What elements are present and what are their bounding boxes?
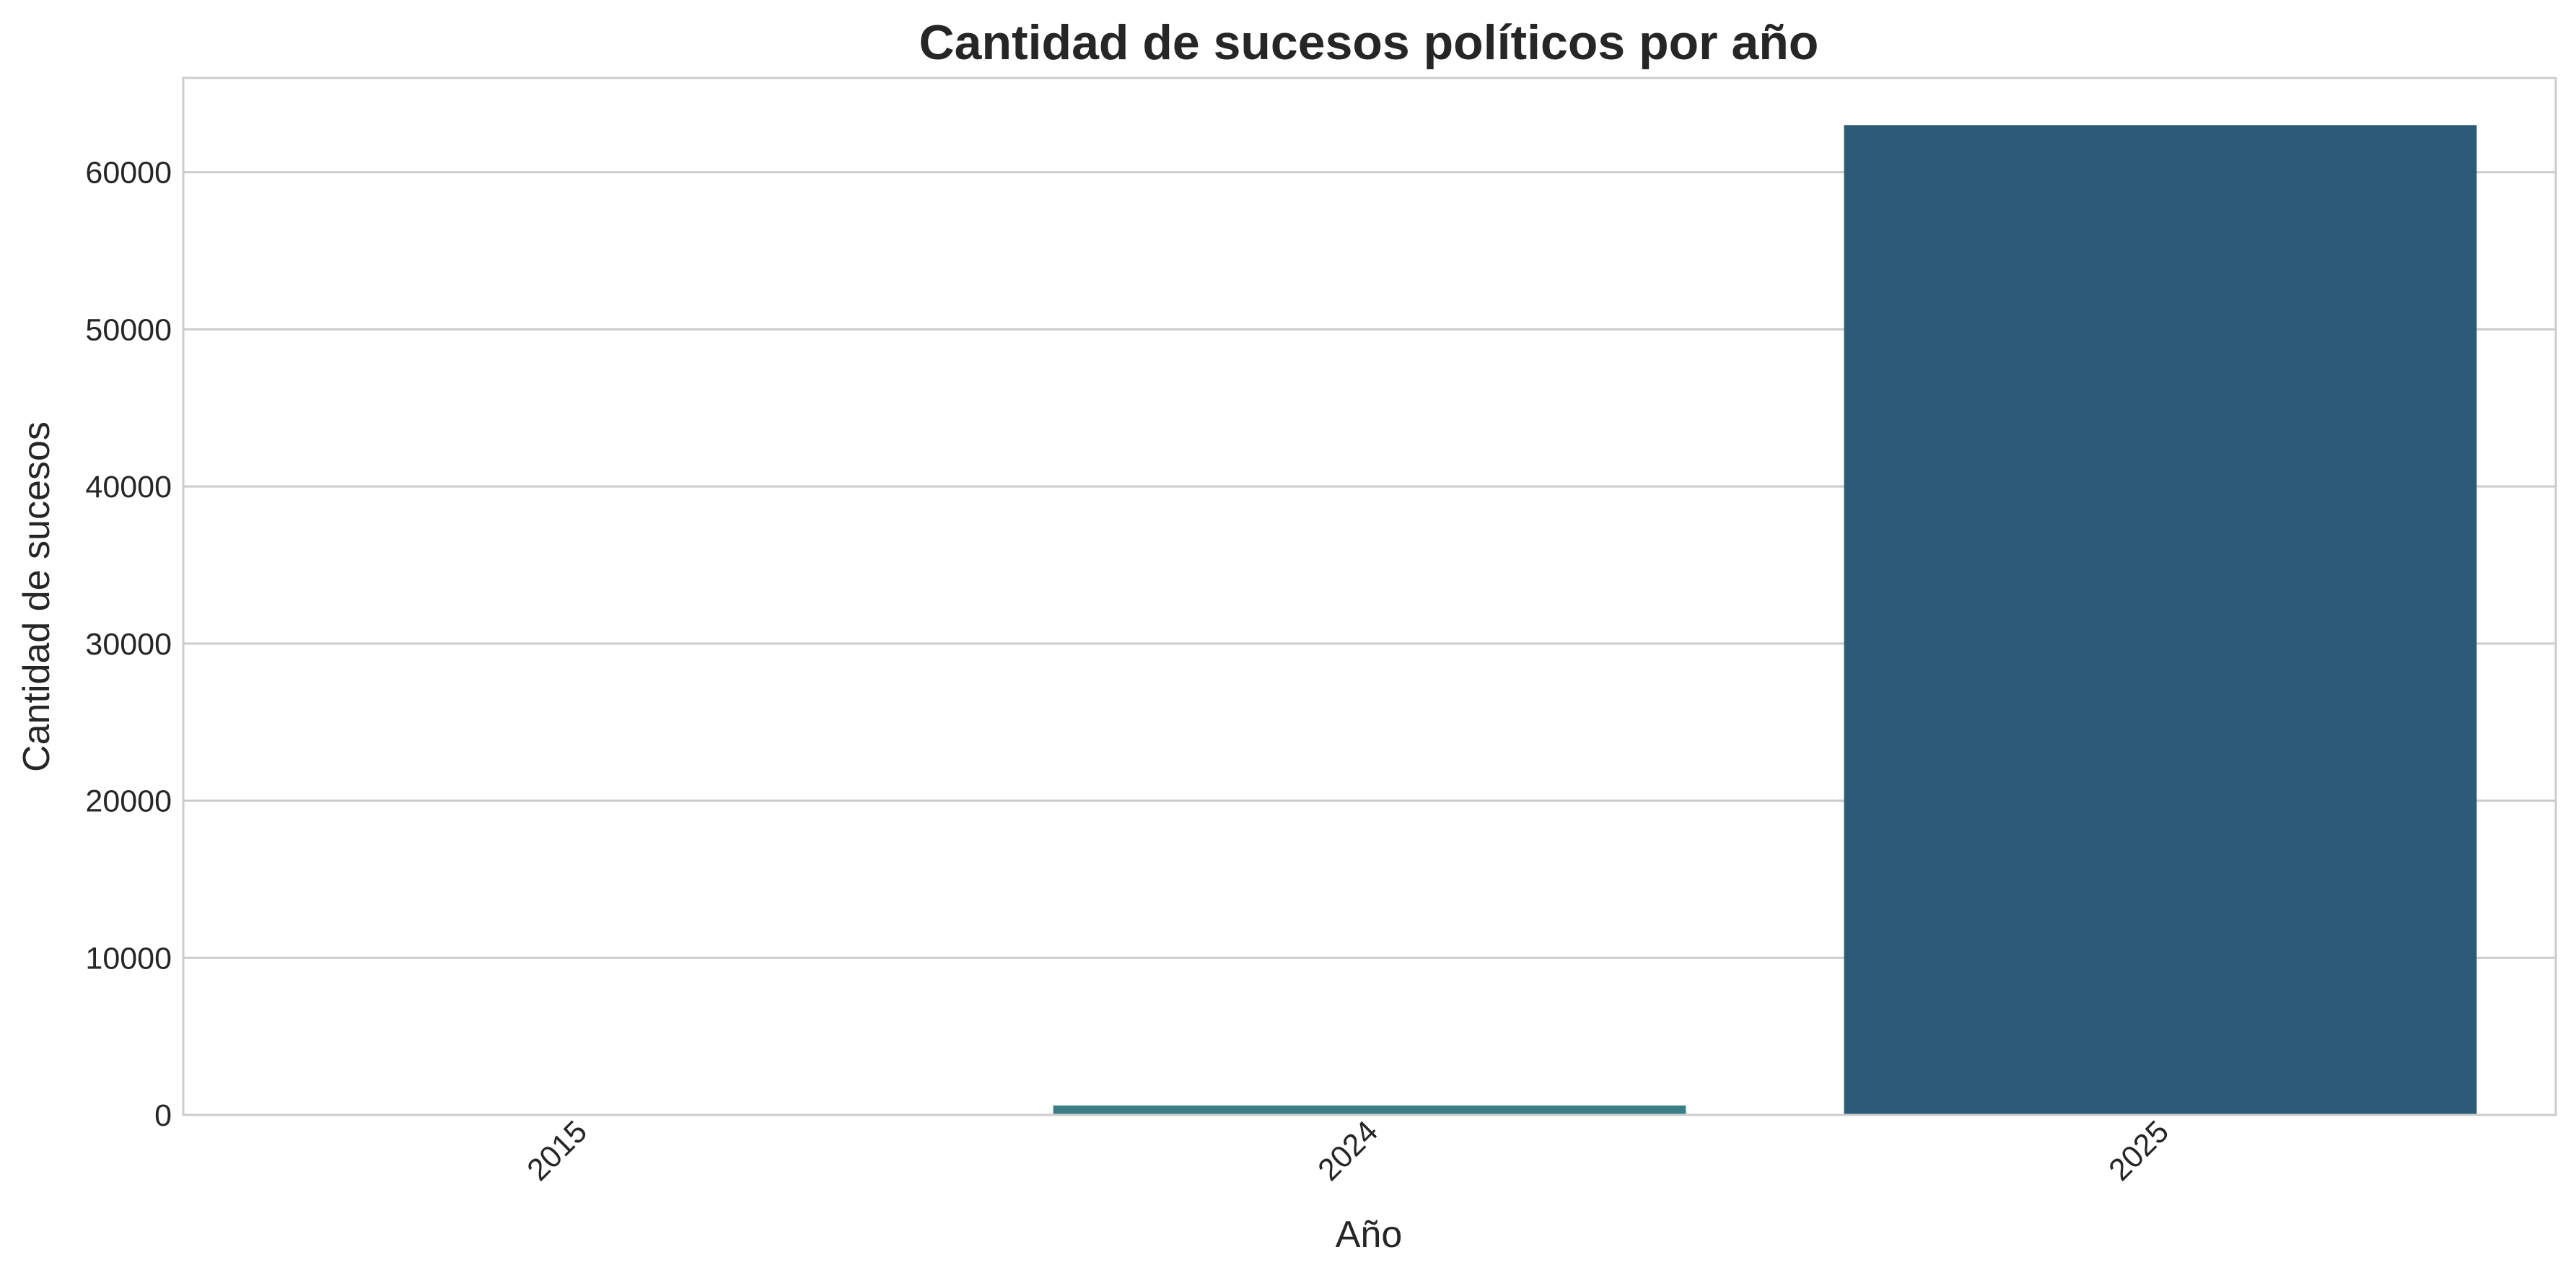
bar-2025 — [1844, 125, 2477, 1116]
x-tick-label: 2024 — [1311, 1114, 1385, 1188]
y-tick-label: 30000 — [85, 627, 172, 662]
bar-2024 — [1053, 1105, 1686, 1115]
y-tick-label: 50000 — [85, 312, 172, 347]
chart-title: Cantidad de sucesos políticos por año — [919, 15, 1819, 70]
y-axis-ticks: 0 10000 20000 30000 40000 50000 60000 — [85, 156, 172, 1133]
x-axis-label: Año — [1336, 1214, 1403, 1256]
y-tick-label: 40000 — [85, 470, 172, 504]
y-tick-label: 20000 — [85, 784, 172, 819]
x-axis-ticks: 2015 2024 2025 — [520, 1114, 2176, 1188]
plot-frame — [182, 76, 2557, 1116]
y-tick-label: 10000 — [85, 941, 172, 976]
y-tick-label: 0 — [154, 1098, 172, 1133]
y-axis-label: Cantidad de sucesos — [16, 421, 58, 772]
bars — [262, 125, 2477, 1116]
x-tick-label: 2025 — [2102, 1114, 2176, 1188]
x-tick-label: 2015 — [520, 1114, 594, 1188]
gridlines — [183, 171, 2556, 1116]
y-tick-label: 60000 — [85, 156, 172, 191]
